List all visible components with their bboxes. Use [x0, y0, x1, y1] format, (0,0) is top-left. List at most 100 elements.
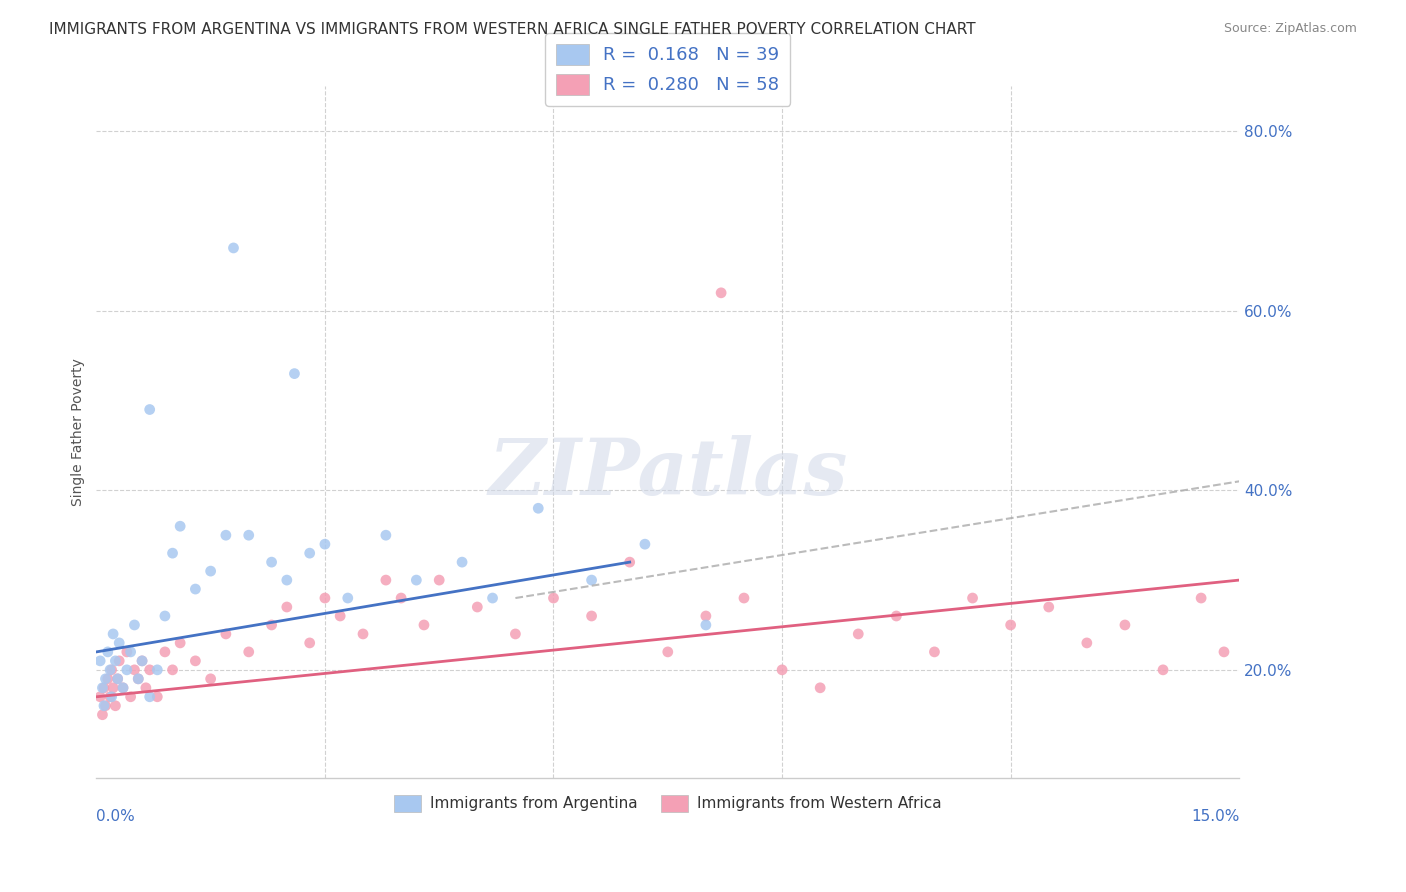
Point: [101, 627, 124, 641]
Point: [131, 654, 153, 668]
Point: [138, 663, 160, 677]
Point: [200, 564, 222, 578]
Point: [846, 627, 869, 641]
Point: [770, 663, 793, 677]
Point: [276, 600, 298, 615]
Point: [413, 618, 436, 632]
Point: [581, 573, 603, 587]
Point: [924, 645, 946, 659]
Point: [89, 654, 111, 668]
Text: IMMIGRANTS FROM ARGENTINA VS IMMIGRANTS FROM WESTERN AFRICA SINGLE FATHER POVERT: IMMIGRANTS FROM ARGENTINA VS IMMIGRANTS …: [49, 22, 976, 37]
Point: [505, 627, 527, 641]
Point: [153, 645, 176, 659]
Point: [389, 591, 412, 605]
Point: [115, 645, 138, 659]
Point: [808, 681, 831, 695]
Point: [100, 690, 122, 704]
Point: [107, 672, 129, 686]
Point: [101, 681, 124, 695]
Point: [260, 555, 283, 569]
Point: [107, 672, 129, 686]
Point: [111, 681, 134, 695]
Point: [91, 681, 114, 695]
Point: [100, 663, 122, 677]
Point: [127, 672, 149, 686]
Point: [222, 241, 245, 255]
Point: [169, 636, 191, 650]
Y-axis label: Single Father Poverty: Single Father Poverty: [72, 358, 86, 506]
Point: [314, 537, 336, 551]
Point: [108, 654, 131, 668]
Point: [215, 528, 238, 542]
Point: [405, 573, 427, 587]
Point: [329, 609, 352, 624]
Point: [215, 627, 238, 641]
Point: [374, 528, 396, 542]
Point: [98, 663, 121, 677]
Point: [146, 663, 169, 677]
Point: [124, 663, 146, 677]
Point: [1038, 600, 1060, 615]
Point: [374, 573, 396, 587]
Text: Source: ZipAtlas.com: Source: ZipAtlas.com: [1223, 22, 1357, 36]
Point: [146, 690, 169, 704]
Point: [184, 654, 207, 668]
Point: [451, 555, 474, 569]
Point: [124, 618, 146, 632]
Point: [98, 690, 121, 704]
Point: [238, 645, 260, 659]
Text: 0.0%: 0.0%: [97, 809, 135, 823]
Point: [104, 654, 127, 668]
Point: [91, 707, 114, 722]
Point: [298, 546, 321, 560]
Point: [93, 698, 115, 713]
Point: [543, 591, 565, 605]
Point: [138, 402, 160, 417]
Point: [1000, 618, 1022, 632]
Point: [283, 367, 305, 381]
Point: [527, 501, 550, 516]
Point: [184, 582, 207, 596]
Point: [97, 672, 120, 686]
Point: [710, 285, 733, 300]
Point: [733, 591, 755, 605]
Point: [695, 618, 717, 632]
Text: 15.0%: 15.0%: [1191, 809, 1239, 823]
Point: [169, 519, 191, 533]
Point: [93, 681, 115, 695]
Point: [962, 591, 984, 605]
Text: ZIPatlas: ZIPatlas: [488, 435, 848, 512]
Point: [94, 672, 117, 686]
Point: [695, 609, 717, 624]
Point: [138, 690, 160, 704]
Point: [104, 698, 127, 713]
Point: [1152, 663, 1174, 677]
Legend: Immigrants from Argentina, Immigrants from Western Africa: Immigrants from Argentina, Immigrants fr…: [388, 789, 948, 818]
Point: [94, 698, 117, 713]
Point: [89, 690, 111, 704]
Point: [260, 618, 283, 632]
Point: [1114, 618, 1136, 632]
Point: [886, 609, 908, 624]
Point: [1189, 591, 1212, 605]
Point: [238, 528, 260, 542]
Point: [120, 690, 142, 704]
Point: [127, 672, 149, 686]
Point: [1076, 636, 1098, 650]
Point: [427, 573, 450, 587]
Point: [481, 591, 503, 605]
Point: [162, 663, 184, 677]
Point: [120, 645, 142, 659]
Point: [352, 627, 374, 641]
Point: [1213, 645, 1236, 659]
Point: [200, 672, 222, 686]
Point: [619, 555, 641, 569]
Point: [657, 645, 679, 659]
Point: [97, 645, 120, 659]
Point: [336, 591, 359, 605]
Point: [111, 681, 134, 695]
Point: [314, 591, 336, 605]
Point: [298, 636, 321, 650]
Point: [153, 609, 176, 624]
Point: [634, 537, 657, 551]
